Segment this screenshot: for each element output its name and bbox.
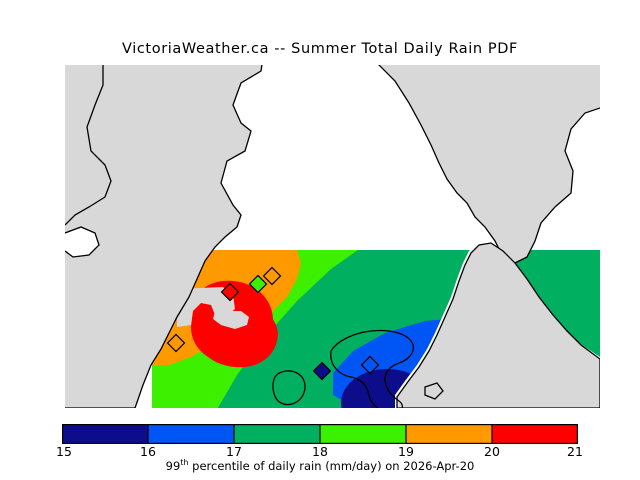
colorbar <box>62 424 578 444</box>
colorbar-frame <box>62 424 578 444</box>
map-panel <box>65 65 600 408</box>
station-marker[interactable] <box>166 333 186 353</box>
landmass-main <box>65 65 263 408</box>
colorbar-band <box>320 424 406 444</box>
colorbar-tick: 19 <box>398 444 414 459</box>
colorbar-band <box>148 424 234 444</box>
caption-suffix: percentile of daily rain (mm/day) on 202… <box>188 458 475 473</box>
caption-prefix: 99 <box>165 458 181 473</box>
colorbar-bands <box>62 424 578 444</box>
colorbar-tick: 16 <box>140 444 156 459</box>
page-title: VictoriaWeather.ca -- Summer Total Daily… <box>122 41 518 57</box>
station-markers <box>166 266 380 381</box>
station-marker[interactable] <box>312 361 332 381</box>
island-tiny-east <box>424 382 444 400</box>
colorbar-band <box>62 424 148 444</box>
colorbar-band <box>234 424 320 444</box>
station-marker[interactable] <box>262 266 282 286</box>
island-small <box>272 370 306 406</box>
caption-superscript: th <box>180 458 189 467</box>
station-marker[interactable] <box>360 355 380 375</box>
landmass-southeast <box>396 242 600 408</box>
colorbar-tick: 20 <box>484 444 500 459</box>
colorbar-tick: 18 <box>312 444 328 459</box>
colorbar-caption: 99th percentile of daily rain (mm/day) o… <box>0 458 640 473</box>
colorbar-tick: 17 <box>226 444 242 459</box>
island-large <box>330 329 414 408</box>
coastline-upper-left <box>65 65 112 226</box>
colorbar-tick-labels: 15 16 17 18 19 20 21 <box>0 444 640 460</box>
colorbar-band <box>492 424 578 444</box>
bay-inlet-left <box>65 226 100 258</box>
station-marker[interactable] <box>220 282 240 302</box>
colorbar-tick: 21 <box>567 444 583 459</box>
red-inlet-notch2 <box>213 311 249 329</box>
colorbar-dividers <box>147 424 493 444</box>
colorbar-tick: 15 <box>56 444 72 459</box>
red-inlet-notch <box>177 287 235 327</box>
station-marker[interactable] <box>248 274 268 294</box>
colorbar-band <box>406 424 492 444</box>
